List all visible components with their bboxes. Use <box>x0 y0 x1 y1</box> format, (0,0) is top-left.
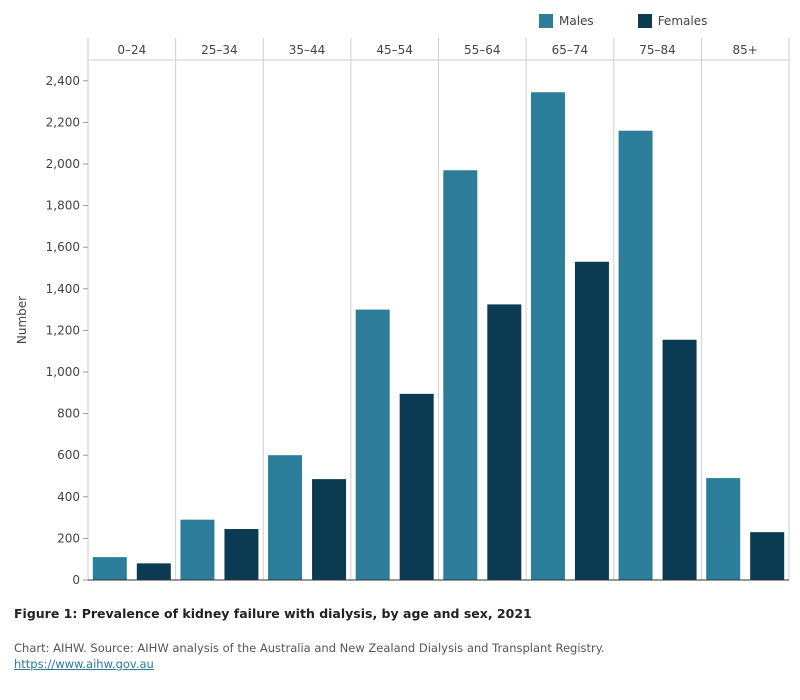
bar-males <box>618 130 653 580</box>
bar-males <box>706 478 741 580</box>
bar-females <box>224 529 259 580</box>
legend: Males Females <box>539 14 751 28</box>
bar-chart: 0–24 25–34 35–44 45–54 55–64 65–74 75–84 85+ 0 20… <box>15 38 790 587</box>
bar-females <box>750 532 785 580</box>
legend-label-females: Females <box>657 14 708 28</box>
legend-swatch-males <box>539 14 553 28</box>
bar-males <box>355 309 390 580</box>
bar-males <box>180 519 215 580</box>
bar-males <box>268 455 303 580</box>
category-label: 25–34 <box>201 43 238 57</box>
y-tick-label: 2,000 <box>46 157 80 171</box>
bar-females <box>662 339 697 580</box>
figure-caption: Figure 1: Prevalence of kidney failure w… <box>14 606 532 621</box>
bar-males <box>443 170 478 581</box>
y-tick-label: 800 <box>57 407 80 421</box>
category-label: 55–64 <box>464 43 501 57</box>
category-label: 75–84 <box>639 43 676 57</box>
y-tick-label: 2,200 <box>46 115 80 129</box>
y-tick-label: 1,400 <box>46 282 80 296</box>
bar-males <box>530 92 565 581</box>
category-label: 85+ <box>733 43 758 57</box>
y-tick-label: 1,000 <box>46 365 80 379</box>
source-note: Chart: AIHW. Source: AIHW analysis of th… <box>14 641 605 655</box>
bar-females <box>399 393 434 580</box>
category-label: 35–44 <box>289 43 326 57</box>
legend-label-males: Males <box>559 14 594 28</box>
bar-females <box>574 261 609 580</box>
bar-females <box>487 304 522 580</box>
bar-males <box>92 557 127 580</box>
y-tick-label: 1,800 <box>46 199 80 213</box>
y-tick-label: 400 <box>57 490 80 504</box>
y-tick-label: 1,200 <box>46 323 80 337</box>
y-tick-label: 200 <box>57 531 80 545</box>
y-tick-label: 1,600 <box>46 240 80 254</box>
bar-females <box>136 563 171 580</box>
y-tick-label: 600 <box>57 448 80 462</box>
category-label: 65–74 <box>552 43 589 57</box>
source-link[interactable]: https://www.aihw.gov.au <box>14 657 154 671</box>
legend-swatch-females <box>637 14 652 28</box>
y-tick-label: 0 <box>72 573 80 587</box>
legend-item-males[interactable]: Males <box>539 14 594 28</box>
bar-females <box>312 479 347 580</box>
legend-item-females[interactable]: Females <box>637 14 708 28</box>
y-tick-label: 2,400 <box>46 74 80 88</box>
category-label: 45–54 <box>376 43 413 57</box>
category-label: 0–24 <box>117 43 146 57</box>
y-axis-label: Number <box>15 296 29 344</box>
